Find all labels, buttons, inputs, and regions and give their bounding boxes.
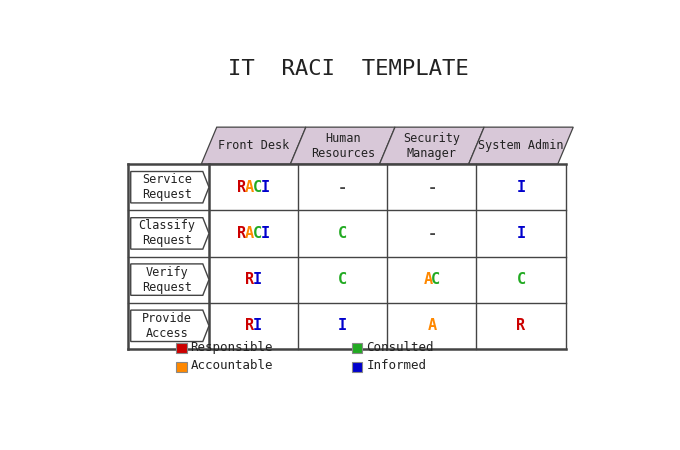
Text: Service
Request: Service Request xyxy=(142,173,192,201)
Text: R: R xyxy=(237,226,246,241)
Bar xyxy=(352,362,362,372)
Text: R: R xyxy=(245,272,254,287)
Text: Security
Manager: Security Manager xyxy=(403,132,460,160)
Text: I: I xyxy=(253,318,262,333)
Polygon shape xyxy=(290,127,395,164)
Polygon shape xyxy=(131,171,209,203)
Text: C: C xyxy=(253,226,262,241)
Text: I: I xyxy=(516,180,526,195)
Bar xyxy=(176,343,186,353)
Text: I: I xyxy=(338,318,347,333)
Text: A: A xyxy=(245,226,254,241)
Text: C: C xyxy=(338,226,347,241)
Text: A: A xyxy=(424,272,432,287)
Text: R: R xyxy=(516,318,526,333)
Text: R: R xyxy=(237,180,246,195)
Polygon shape xyxy=(131,218,209,249)
Text: Verify
Request: Verify Request xyxy=(142,266,192,293)
Polygon shape xyxy=(469,127,573,164)
Text: C: C xyxy=(253,180,262,195)
Text: I: I xyxy=(260,180,270,195)
Polygon shape xyxy=(201,127,306,164)
Text: Human
Resources: Human Resources xyxy=(311,132,375,160)
Text: I: I xyxy=(253,272,262,287)
Text: Accountable: Accountable xyxy=(190,360,273,372)
Text: Provide
Access: Provide Access xyxy=(142,312,192,340)
Text: -: - xyxy=(427,226,437,241)
Text: Responsible: Responsible xyxy=(190,341,273,354)
Text: A: A xyxy=(245,180,254,195)
Text: -: - xyxy=(427,180,437,195)
Bar xyxy=(176,362,186,372)
Text: IT  RACI  TEMPLATE: IT RACI TEMPLATE xyxy=(228,59,469,79)
Text: -: - xyxy=(338,180,347,195)
Text: R: R xyxy=(245,318,254,333)
Polygon shape xyxy=(131,310,209,342)
Text: System Admin: System Admin xyxy=(478,139,564,152)
Text: Informed: Informed xyxy=(367,360,426,372)
Bar xyxy=(352,343,362,353)
Text: A: A xyxy=(427,318,437,333)
Text: C: C xyxy=(338,272,347,287)
Text: Front Desk: Front Desk xyxy=(218,139,289,152)
Polygon shape xyxy=(131,264,209,295)
Text: I: I xyxy=(260,226,270,241)
Text: C: C xyxy=(431,272,440,287)
Text: Classify
Request: Classify Request xyxy=(138,220,195,248)
Text: Consulted: Consulted xyxy=(367,341,434,354)
Text: I: I xyxy=(516,226,526,241)
Text: C: C xyxy=(516,272,526,287)
Polygon shape xyxy=(379,127,484,164)
